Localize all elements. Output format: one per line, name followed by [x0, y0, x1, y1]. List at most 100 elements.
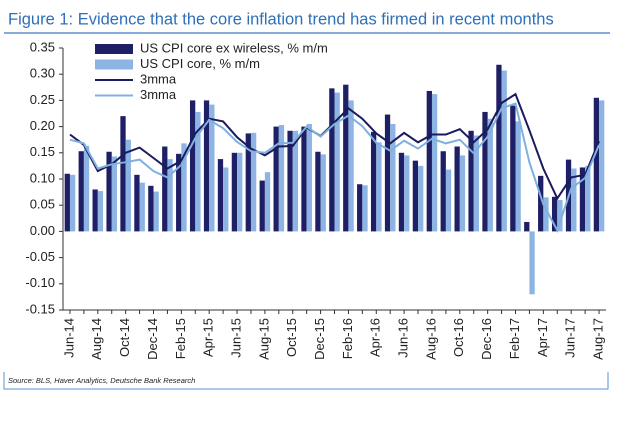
bar	[579, 167, 586, 232]
x-tick-label: Feb-16	[340, 318, 355, 359]
bar	[468, 130, 474, 232]
bar	[418, 165, 424, 232]
bar	[64, 173, 70, 232]
y-tick-label: 0.25	[30, 92, 55, 107]
bar	[543, 197, 549, 232]
bar	[301, 126, 307, 232]
bar	[209, 104, 215, 232]
y-tick-label: 0.20	[30, 118, 55, 133]
bar	[78, 151, 84, 232]
bar	[69, 174, 76, 232]
x-tick-label: Oct-15	[284, 318, 299, 357]
bar	[445, 169, 452, 232]
x-tick-label: Apr-15	[201, 318, 216, 357]
bar	[287, 130, 293, 232]
y-tick-label: -0.10	[25, 275, 55, 290]
bar	[278, 125, 285, 232]
bar	[83, 145, 90, 232]
bar	[510, 105, 516, 232]
legend-label: 3mma	[140, 87, 177, 102]
bar	[585, 165, 591, 232]
bar	[348, 100, 354, 232]
bar	[106, 151, 112, 232]
bar	[440, 151, 446, 232]
line-series	[69, 92, 600, 201]
bar	[148, 185, 154, 232]
bar	[273, 126, 279, 232]
bar	[292, 130, 299, 232]
bar	[431, 94, 438, 232]
x-tick-label: Feb-15	[173, 318, 188, 359]
y-tick-label: 0.10	[30, 170, 55, 185]
bar	[398, 152, 405, 232]
x-tick-label: Feb-17	[507, 318, 522, 359]
bar	[134, 174, 140, 232]
bar	[412, 160, 419, 232]
bar	[223, 167, 229, 232]
bar	[376, 142, 382, 232]
x-tick-label: Aug-16	[423, 318, 438, 360]
bar	[384, 114, 391, 232]
bar	[370, 131, 377, 232]
bar	[195, 111, 201, 232]
bar	[217, 159, 224, 232]
bar	[557, 199, 563, 232]
bar	[524, 221, 530, 232]
bar	[176, 153, 182, 232]
bar	[482, 111, 488, 232]
legend-label: US CPI core, % m/m	[140, 56, 260, 71]
bar	[538, 175, 544, 232]
x-tick-label: Dec-15	[312, 318, 327, 360]
bar	[357, 184, 363, 232]
x-tick-label: Apr-16	[368, 318, 383, 357]
bar	[92, 189, 98, 232]
y-tick-label: -0.15	[25, 301, 55, 316]
x-tick-label: Aug-17	[590, 318, 605, 360]
x-tick-label: Dec-16	[479, 318, 494, 360]
x-tick-label: Jun-15	[228, 318, 243, 358]
bar	[515, 121, 521, 232]
bar	[139, 182, 145, 232]
bar	[189, 100, 196, 232]
bar	[473, 135, 480, 232]
x-tick-label: Jun-17	[563, 318, 578, 358]
bar	[111, 156, 118, 232]
bar	[487, 118, 493, 232]
chart-title: Figure 1: Evidence that the core inflati…	[8, 10, 554, 28]
x-tick-label: Oct-16	[451, 318, 466, 357]
bar	[362, 185, 368, 232]
y-tick-label: 0.00	[30, 223, 55, 238]
x-tick-label: Dec-14	[145, 318, 160, 360]
bar	[599, 100, 605, 232]
x-tick-label: Apr-17	[535, 318, 550, 357]
y-tick-label: 0.15	[30, 144, 55, 159]
y-tick-label: 0.05	[30, 197, 55, 212]
bar	[571, 168, 577, 232]
line-series	[69, 102, 600, 233]
bar	[454, 146, 460, 232]
y-tick-label: 0.35	[30, 39, 55, 54]
y-tick-label: 0.30	[30, 66, 55, 81]
bar	[120, 116, 126, 232]
bar	[404, 155, 410, 232]
bar	[426, 90, 432, 232]
legend-label: US CPI core ex wireless, % m/m	[140, 40, 328, 55]
x-tick-label: Jun-16	[396, 318, 411, 358]
bar	[390, 123, 396, 232]
x-tick-label: Aug-15	[256, 318, 271, 360]
bar	[162, 146, 168, 232]
bar	[593, 97, 600, 232]
bar	[250, 132, 257, 232]
bar	[501, 70, 507, 232]
bar	[329, 88, 335, 232]
bar	[551, 196, 558, 232]
bar	[181, 143, 187, 232]
bar	[97, 191, 104, 232]
bar	[245, 133, 251, 232]
legend-swatch	[95, 59, 133, 70]
bar	[231, 152, 238, 232]
frame	[3, 372, 609, 390]
bar	[459, 155, 466, 232]
bar	[153, 191, 159, 232]
